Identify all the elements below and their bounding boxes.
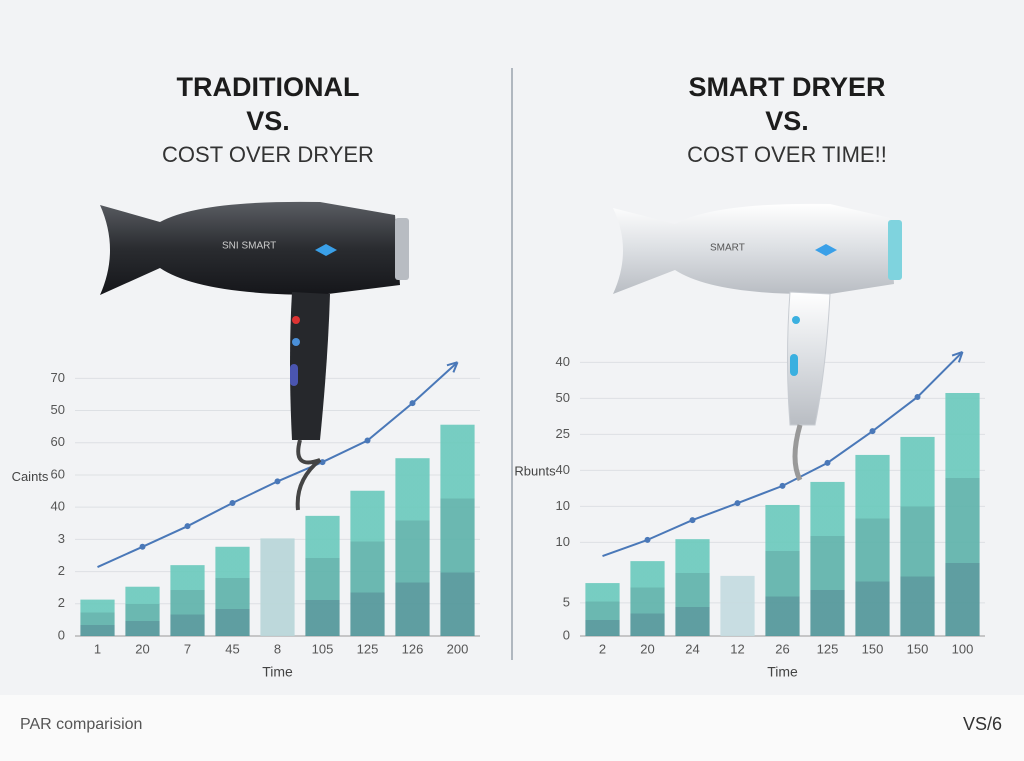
title: TRADITIONAL — [177, 72, 360, 102]
x-tick-label: 150 — [907, 641, 929, 656]
trend-point — [139, 543, 146, 550]
x-tick-label: 125 — [357, 641, 379, 656]
footer-right: VS/6 — [963, 714, 1002, 734]
x-tick-label: 100 — [952, 641, 974, 656]
x-tick-label: 1 — [94, 641, 101, 656]
y-tick-label: 40 — [556, 462, 570, 477]
dryer-traditional: SNI SMART — [100, 201, 409, 511]
x-tick-label: 200 — [447, 641, 469, 656]
y-tick-label: 0 — [58, 627, 65, 642]
x-tick-label: 8 — [274, 641, 281, 656]
x-tick-label: 7 — [184, 641, 191, 656]
trend-point — [274, 478, 281, 485]
y-tick-label: 10 — [556, 534, 570, 549]
trend-point — [644, 536, 651, 543]
dryer-smart: SMART — [613, 203, 902, 482]
y-tick-label: 40 — [556, 354, 570, 369]
y-tick-label: 25 — [556, 426, 570, 441]
bar — [350, 490, 385, 636]
bar — [675, 539, 710, 636]
trend-point — [779, 482, 786, 489]
x-tick-label: 105 — [312, 641, 334, 656]
footer-bar — [0, 695, 1024, 761]
trend-point — [364, 437, 371, 444]
bar — [440, 424, 475, 636]
trend-point — [319, 459, 326, 466]
y-axis-label: Rbunts — [514, 463, 556, 478]
x-tick-label: 126 — [402, 641, 424, 656]
trend-point — [734, 500, 741, 507]
trend-point — [689, 517, 696, 524]
y-tick-label: 50 — [556, 390, 570, 405]
bar — [630, 561, 665, 636]
bar — [810, 481, 845, 636]
title: COST OVER DRYER — [162, 142, 374, 167]
bar — [855, 454, 890, 636]
y-tick-label: 2 — [58, 563, 65, 578]
trend-point — [184, 523, 191, 530]
bar — [215, 546, 250, 636]
y-tick-label: 50 — [51, 402, 65, 417]
bar — [305, 515, 340, 636]
trend-arrow — [446, 361, 459, 373]
y-tick-label: 2 — [58, 595, 65, 610]
dryer-label: SNI SMART — [222, 241, 276, 252]
bar — [260, 538, 295, 636]
bar — [720, 575, 755, 636]
y-axis-label: Caints — [12, 469, 49, 484]
title: SMART DRYER — [688, 72, 885, 102]
x-tick-label: 20 — [640, 641, 654, 656]
x-tick-label: 45 — [225, 641, 239, 656]
x-axis-label: Time — [767, 664, 798, 680]
y-tick-label: 70 — [51, 370, 65, 385]
bar — [80, 599, 115, 636]
title: COST OVER TIME!! — [687, 142, 887, 167]
x-tick-label: 2 — [599, 641, 606, 656]
trend-point — [409, 400, 416, 407]
x-tick-label: 12 — [730, 641, 744, 656]
y-tick-label: 3 — [58, 531, 65, 546]
trend-arrow — [951, 351, 964, 363]
bar — [900, 436, 935, 636]
trend-point — [229, 499, 236, 506]
y-tick-label: 10 — [556, 498, 570, 513]
x-tick-label: 125 — [817, 641, 839, 656]
x-tick-label: 150 — [862, 641, 884, 656]
bar — [585, 583, 620, 636]
y-tick-label: 60 — [51, 466, 65, 481]
trend-point — [869, 428, 876, 435]
x-tick-label: 24 — [685, 641, 699, 656]
title: VS. — [246, 106, 290, 136]
bar — [765, 504, 800, 636]
dryer-label: SMART — [710, 243, 745, 254]
bar — [125, 586, 160, 636]
y-tick-label: 0 — [563, 627, 570, 642]
bar — [395, 458, 430, 636]
x-tick-label: 20 — [135, 641, 149, 656]
bar — [945, 393, 980, 636]
y-tick-label: 5 — [563, 594, 570, 609]
x-axis-label: Time — [262, 664, 293, 680]
title: VS. — [765, 106, 809, 136]
y-tick-label: 60 — [51, 434, 65, 449]
x-tick-label: 26 — [775, 641, 789, 656]
footer-left: PAR comparision — [20, 716, 142, 733]
bar — [170, 565, 205, 636]
trend-point — [914, 393, 921, 400]
trend-point — [824, 459, 831, 466]
y-tick-label: 40 — [51, 499, 65, 514]
